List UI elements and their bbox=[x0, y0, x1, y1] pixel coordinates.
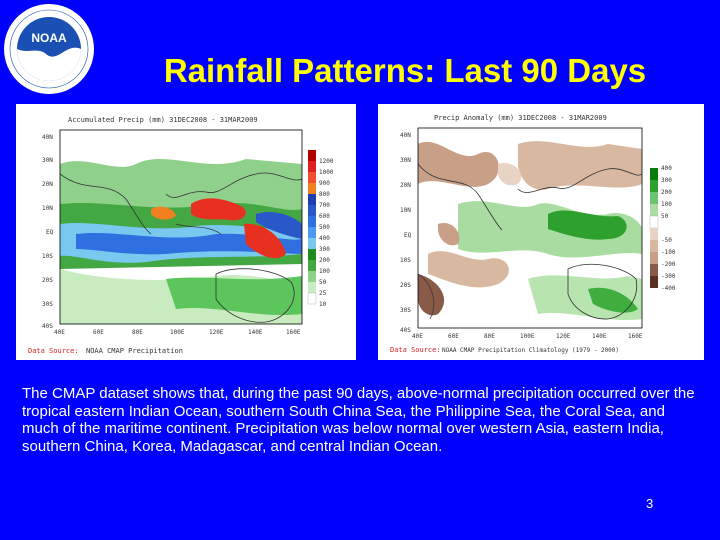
right-y-tick: 20N bbox=[400, 182, 411, 189]
left-y-tick: 30N bbox=[42, 157, 53, 164]
right-y-tick: 40N bbox=[400, 132, 411, 139]
right-y-tick: 40S bbox=[400, 327, 411, 334]
right-legend-label: -300 bbox=[661, 273, 676, 280]
left-legend-label: 1200 bbox=[319, 158, 334, 165]
right-source-label: Data Source: bbox=[390, 346, 441, 354]
left-legend-label: 500 bbox=[319, 224, 330, 231]
precip-anomaly-map: Precip Anomaly (mm) 31DEC2008 - 31MAR200… bbox=[378, 104, 704, 360]
left-source-label: Data Source: bbox=[28, 347, 79, 355]
left-legend-label: 600 bbox=[319, 213, 330, 220]
page-number: 3 bbox=[646, 496, 654, 511]
left-map-header: Accumulated Precip (mm) 31DEC2008 - 31MA… bbox=[68, 116, 258, 124]
right-legend-label: 200 bbox=[661, 189, 672, 196]
right-legend-label: -200 bbox=[661, 261, 676, 268]
right-legend-label: -400 bbox=[661, 285, 676, 292]
noaa-logo: NOAA bbox=[4, 4, 94, 94]
right-legend-label: 50 bbox=[661, 213, 669, 220]
left-x-tick: 120E bbox=[209, 329, 224, 336]
left-legend-label: 200 bbox=[319, 257, 330, 264]
left-legend-label: 1000 bbox=[319, 169, 334, 176]
right-y-tick: 30N bbox=[400, 157, 411, 164]
right-y-tick: 30S bbox=[400, 307, 411, 314]
right-legend-label: 400 bbox=[661, 165, 672, 172]
left-source-value: NOAA CMAP Precipitation bbox=[86, 347, 183, 355]
left-map-legend: 1200 1000 900 800 700 600 500 400 300 20… bbox=[307, 150, 334, 308]
slide-title: Rainfall Patterns: Last 90 Days bbox=[163, 52, 647, 89]
right-x-tick: 80E bbox=[484, 333, 495, 340]
right-y-tick: EQ bbox=[404, 232, 412, 239]
right-y-tick: 20S bbox=[400, 282, 411, 289]
left-y-tick: 40N bbox=[42, 134, 53, 141]
right-y-tick: 10N bbox=[400, 207, 411, 214]
left-legend-label: 400 bbox=[319, 235, 330, 242]
left-x-tick: 80E bbox=[132, 329, 143, 336]
left-legend-label: 900 bbox=[319, 180, 330, 187]
left-y-tick: 20S bbox=[42, 277, 53, 284]
left-legend-label: 10 bbox=[319, 301, 327, 308]
left-y-tick: EQ bbox=[46, 229, 54, 236]
right-x-tick: 120E bbox=[556, 333, 571, 340]
left-legend-label: 100 bbox=[319, 268, 330, 275]
right-map-legend: 400 300 200 100 50 -50 -100 -200 -300 -4… bbox=[649, 165, 676, 292]
right-x-tick: 160E bbox=[628, 333, 643, 340]
right-x-tick: 140E bbox=[592, 333, 607, 340]
left-y-tick: 10N bbox=[42, 205, 53, 212]
right-y-tick: 10S bbox=[400, 257, 411, 264]
left-legend-label: 700 bbox=[319, 202, 330, 209]
right-x-tick: 100E bbox=[520, 333, 535, 340]
left-y-tick: 40S bbox=[42, 323, 53, 330]
left-x-tick: 40E bbox=[54, 329, 65, 336]
left-y-tick: 10S bbox=[42, 253, 53, 260]
left-legend-label: 800 bbox=[319, 191, 330, 198]
left-legend-label: 50 bbox=[319, 279, 327, 286]
left-y-tick: 20N bbox=[42, 181, 53, 188]
left-legend-label: 25 bbox=[319, 290, 327, 297]
slide-body-text: The CMAP dataset shows that, during the … bbox=[22, 385, 695, 455]
right-legend-label: 300 bbox=[661, 177, 672, 184]
left-legend-label: 300 bbox=[319, 246, 330, 253]
left-x-tick: 60E bbox=[93, 329, 104, 336]
right-x-tick: 40E bbox=[412, 333, 423, 340]
left-y-tick: 30S bbox=[42, 301, 53, 308]
right-legend-label: -100 bbox=[661, 249, 676, 256]
right-legend-label: 100 bbox=[661, 201, 672, 208]
right-map-header: Precip Anomaly (mm) 31DEC2008 - 31MAR200… bbox=[434, 114, 607, 122]
right-x-tick: 60E bbox=[448, 333, 459, 340]
left-x-tick: 160E bbox=[286, 329, 301, 336]
logo-text: NOAA bbox=[31, 31, 67, 45]
left-x-tick: 140E bbox=[248, 329, 263, 336]
left-x-tick: 100E bbox=[170, 329, 185, 336]
right-source-value: NOAA CMAP Precipitation Climatology (197… bbox=[442, 347, 619, 354]
accumulated-precip-map: Accumulated Precip (mm) 31DEC2008 - 31MA… bbox=[16, 104, 356, 360]
right-legend-label: -50 bbox=[661, 237, 672, 244]
